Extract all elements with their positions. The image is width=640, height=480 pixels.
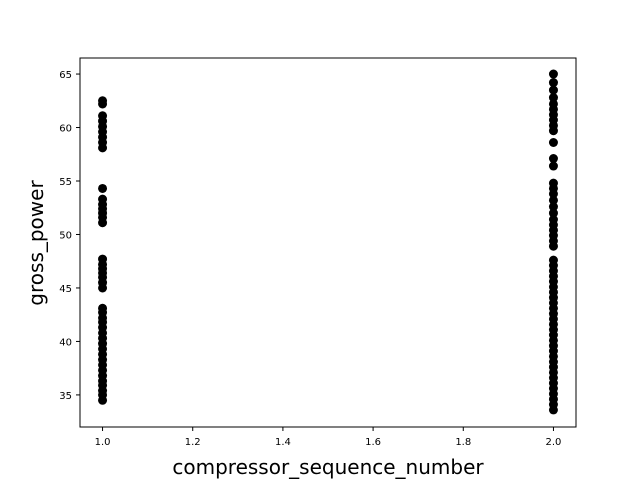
data-point — [548, 69, 558, 79]
data-point — [548, 85, 558, 95]
data-point — [548, 161, 558, 171]
data-point — [98, 183, 108, 193]
y-axis-label: gross_power — [24, 180, 48, 306]
x-tick-label: 1.6 — [365, 437, 381, 448]
y-tick-label: 65 — [59, 70, 72, 81]
x-tick-label: 1.8 — [455, 437, 471, 448]
data-point — [98, 194, 108, 204]
data-point — [98, 111, 108, 121]
data-point — [548, 99, 558, 109]
data-point — [98, 303, 108, 313]
data-point — [548, 195, 558, 205]
data-points — [98, 69, 558, 415]
y-tick-label: 40 — [59, 337, 72, 348]
x-tick-label: 1.0 — [95, 437, 111, 448]
data-point — [548, 178, 558, 188]
data-point — [548, 93, 558, 103]
data-point — [548, 202, 558, 212]
x-tick-label: 1.4 — [275, 437, 291, 448]
y-axis-ticks: 35 40 45 50 55 60 65 — [59, 70, 80, 402]
y-tick-label: 60 — [59, 124, 72, 135]
y-tick-label: 55 — [59, 177, 72, 188]
x-axis-label: compressor_sequence_number — [172, 455, 484, 479]
data-point — [548, 255, 558, 265]
x-tick-label: 2.0 — [546, 437, 562, 448]
data-point — [98, 96, 108, 106]
x-axis-ticks: 1.0 1.2 1.4 1.6 1.8 2.0 — [95, 427, 562, 448]
data-point — [548, 154, 558, 164]
y-tick-label: 50 — [59, 230, 72, 241]
plot-frame — [79, 57, 577, 428]
data-point — [548, 215, 558, 224]
data-point — [548, 208, 558, 218]
x-tick-label: 1.2 — [185, 437, 201, 448]
data-point — [548, 78, 558, 88]
data-point — [548, 138, 558, 147]
data-point — [98, 254, 108, 264]
y-tick-label: 35 — [59, 391, 72, 402]
y-tick-label: 45 — [59, 284, 72, 295]
